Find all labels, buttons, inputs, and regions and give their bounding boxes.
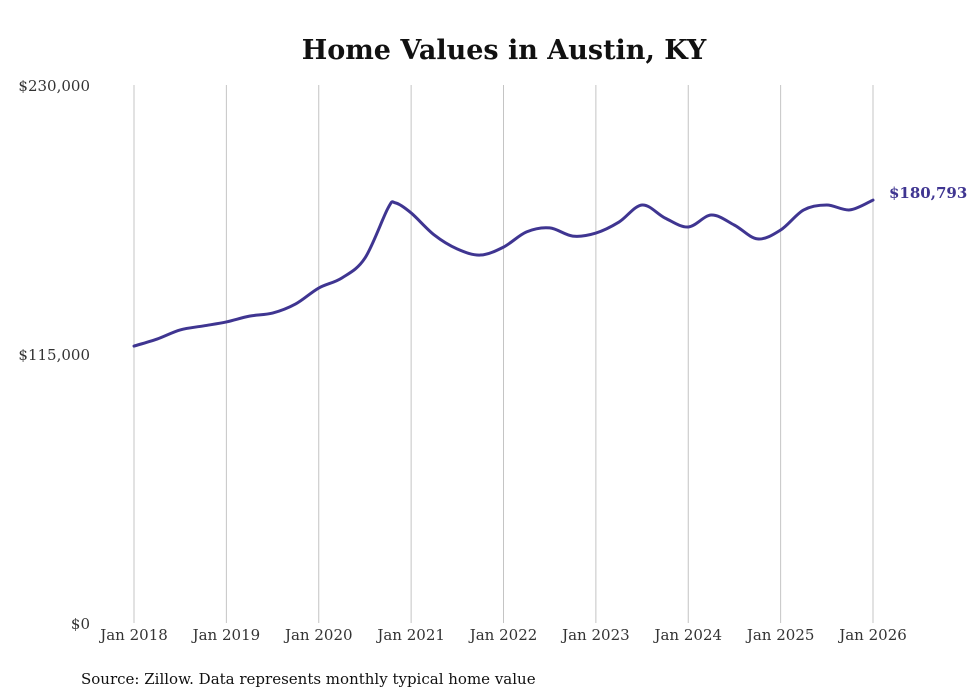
y-tick-label: $230,000 xyxy=(18,77,90,95)
y-tick-label: $115,000 xyxy=(18,346,90,364)
chart-title: Home Values in Austin, KY xyxy=(302,35,707,66)
x-tick-label: Jan 2018 xyxy=(98,626,168,644)
x-tick-label: Jan 2023 xyxy=(560,626,630,644)
x-tick-label: Jan 2020 xyxy=(283,626,353,644)
x-tick-label: Jan 2019 xyxy=(191,626,261,644)
x-tick-label: Jan 2026 xyxy=(837,626,907,644)
x-tick-label: Jan 2022 xyxy=(468,626,538,644)
source-note: Source: Zillow. Data represents monthly … xyxy=(81,670,536,688)
y-tick-label: $0 xyxy=(71,615,90,633)
end-value-label: $180,793 xyxy=(889,184,967,202)
x-tick-label: Jan 2024 xyxy=(652,626,722,644)
series-line xyxy=(132,198,875,348)
x-tick-label: Jan 2025 xyxy=(745,626,815,644)
x-tick-label: Jan 2021 xyxy=(375,626,445,644)
